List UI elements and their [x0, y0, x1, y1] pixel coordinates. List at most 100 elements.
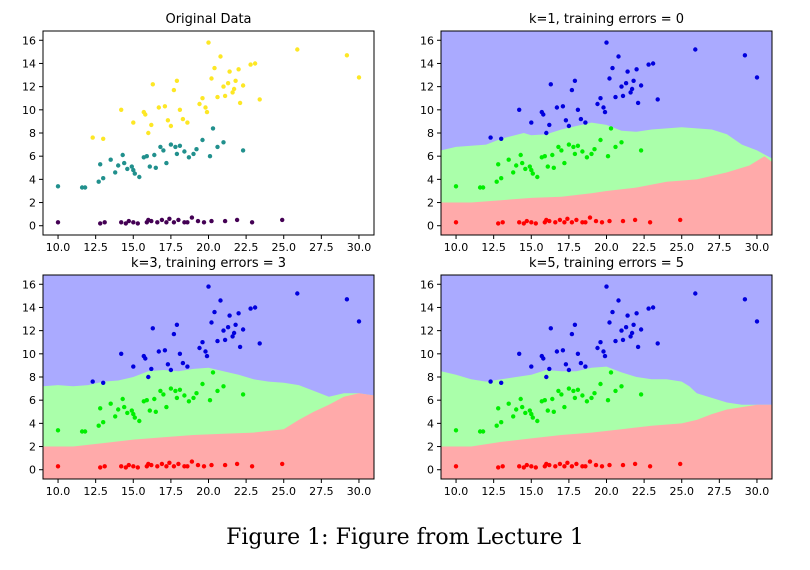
- data-point: [123, 465, 128, 470]
- data-point: [159, 217, 165, 223]
- data-point: [632, 217, 638, 223]
- chart-panel-1: 10.0 12.5 15.0 17.5 20.0 22.5 25.0 27.5 30.0 0 2 4 6…: [22, 12, 375, 254]
- y-tick-label: 4: [29, 417, 36, 430]
- x-tick-label: 22.5: [234, 485, 259, 498]
- data-point: [453, 184, 459, 189]
- data-point: [240, 392, 246, 397]
- data-point: [562, 160, 567, 166]
- data-point: [520, 160, 525, 166]
- data-point: [602, 109, 608, 115]
- data-point: [90, 135, 95, 140]
- x-tick-label: 20.0: [196, 485, 221, 498]
- x-tick-label: 15.0: [519, 485, 544, 498]
- data-point: [453, 220, 459, 225]
- data-point: [544, 217, 549, 223]
- data-point: [587, 215, 593, 220]
- data-point: [98, 162, 103, 167]
- data-point: [554, 105, 560, 110]
- points: [453, 40, 760, 226]
- data-point: [356, 75, 362, 80]
- data-point: [499, 420, 504, 425]
- data-point: [200, 381, 205, 387]
- data-point: [595, 345, 600, 351]
- y-tick-label: 0: [29, 464, 36, 477]
- data-point: [499, 380, 504, 385]
- data-point: [236, 67, 241, 72]
- data-point: [159, 461, 165, 467]
- data-point: [144, 154, 149, 159]
- data-point: [167, 216, 172, 221]
- y-tick-label: 10: [22, 348, 36, 361]
- data-point: [488, 135, 493, 140]
- data-point: [524, 462, 529, 468]
- data-point: [131, 464, 136, 469]
- data-point: [55, 428, 61, 433]
- chart-title: k=5, training errors = 5: [529, 256, 684, 271]
- data-point: [125, 410, 130, 416]
- y-tick-label: 14: [22, 57, 36, 70]
- data-point: [638, 83, 644, 88]
- data-point: [514, 163, 519, 168]
- data-point: [592, 391, 597, 396]
- data-point: [544, 130, 549, 136]
- data-point: [168, 142, 174, 147]
- data-point: [147, 164, 152, 169]
- data-point: [742, 53, 748, 58]
- data-point: [647, 220, 653, 225]
- data-point: [556, 388, 561, 394]
- data-point: [155, 220, 160, 225]
- x-tick-label: 27.5: [707, 485, 732, 498]
- data-point: [563, 362, 569, 367]
- decision-regions: [43, 275, 374, 479]
- data-point: [523, 166, 528, 172]
- data-point: [619, 384, 624, 389]
- x-tick-label: 22.5: [632, 241, 657, 254]
- data-point: [248, 62, 253, 67]
- data-point: [143, 356, 148, 361]
- data-point: [171, 331, 177, 337]
- x-tick-label: 22.5: [234, 241, 259, 254]
- data-point: [119, 351, 124, 356]
- y-tick-label: 16: [22, 278, 36, 291]
- data-point: [506, 401, 511, 406]
- data-point: [195, 462, 201, 468]
- data-point: [222, 218, 228, 224]
- data-point: [164, 220, 169, 225]
- data-point: [542, 154, 547, 159]
- data-point: [212, 65, 217, 71]
- data-point: [569, 87, 575, 93]
- data-point: [98, 465, 103, 470]
- data-point: [569, 464, 575, 469]
- y-tick-label: 0: [427, 220, 434, 233]
- data-point: [605, 154, 611, 159]
- y-tick-label: 12: [22, 81, 36, 94]
- data-point: [55, 220, 61, 225]
- data-point: [207, 154, 213, 159]
- data-point: [572, 78, 578, 84]
- data-point: [252, 305, 258, 310]
- data-point: [562, 464, 567, 469]
- y-tick-label: 14: [420, 301, 434, 314]
- data-point: [161, 392, 166, 397]
- data-point: [646, 306, 651, 311]
- data-point: [237, 100, 243, 106]
- data-point: [344, 53, 350, 58]
- data-point: [620, 218, 626, 224]
- data-point: [164, 160, 169, 166]
- data-point: [529, 120, 534, 125]
- data-point: [499, 176, 504, 181]
- data-point: [646, 62, 651, 67]
- data-point: [647, 464, 653, 469]
- data-point: [655, 97, 660, 102]
- data-point: [635, 344, 641, 350]
- data-point: [295, 291, 300, 296]
- data-point: [604, 40, 609, 45]
- data-point: [598, 137, 603, 143]
- data-point: [604, 284, 609, 289]
- data-point: [150, 326, 155, 331]
- data-point: [194, 391, 199, 396]
- x-tick-label: 17.5: [159, 485, 184, 498]
- data-point: [480, 185, 486, 190]
- data-point: [598, 381, 603, 387]
- data-point: [598, 96, 603, 101]
